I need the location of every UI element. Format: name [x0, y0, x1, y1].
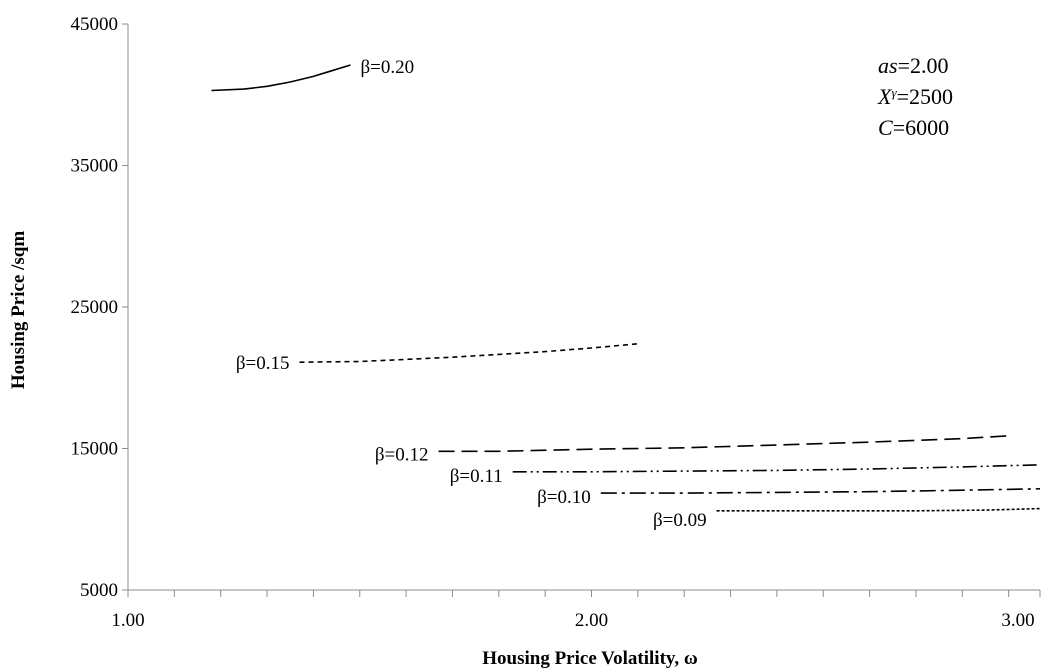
series-label: β=0.10 [537, 487, 591, 508]
y-tick-label: 5000 [80, 580, 118, 601]
series-label: β=0.11 [450, 466, 503, 487]
series-line [512, 464, 1041, 473]
axes: 5000 15000 25000 35000 45000 1.00 2.00 3.00 [71, 14, 1041, 631]
series-label: β=0.12 [375, 444, 429, 465]
x-tick-label: 1.00 [111, 610, 144, 631]
series-line [600, 488, 1041, 494]
y-tick-label: 45000 [71, 14, 119, 35]
x-axis-title: Housing Price Volatility, ω [482, 648, 698, 669]
y-tick-label: 35000 [71, 156, 119, 177]
x-tick-label: 2.00 [575, 610, 608, 631]
series-line [211, 64, 351, 92]
param-xgamma: Xγ=2500 [877, 84, 953, 109]
series-line [299, 343, 638, 363]
series-line [438, 435, 1009, 453]
series-group [211, 64, 1041, 512]
series-label: β=0.15 [236, 353, 290, 374]
series-label: β=0.20 [360, 57, 414, 78]
y-tick-label: 15000 [71, 439, 119, 460]
param-c: C=6000 [878, 115, 949, 140]
series-labels: β=0.20 β=0.15 β=0.12 β=0.11 β=0.10 β=0.09 [236, 57, 707, 531]
series-label: β=0.09 [653, 510, 707, 531]
y-tick-label: 25000 [71, 297, 119, 318]
series-line [716, 507, 1041, 512]
x-tick-label: 3.00 [1001, 610, 1034, 631]
y-axis-title: Housing Price /sqm [8, 231, 29, 390]
parameter-box: as=2.00 Xγ=2500 C=6000 [877, 53, 953, 140]
param-as: as=2.00 [878, 53, 948, 78]
